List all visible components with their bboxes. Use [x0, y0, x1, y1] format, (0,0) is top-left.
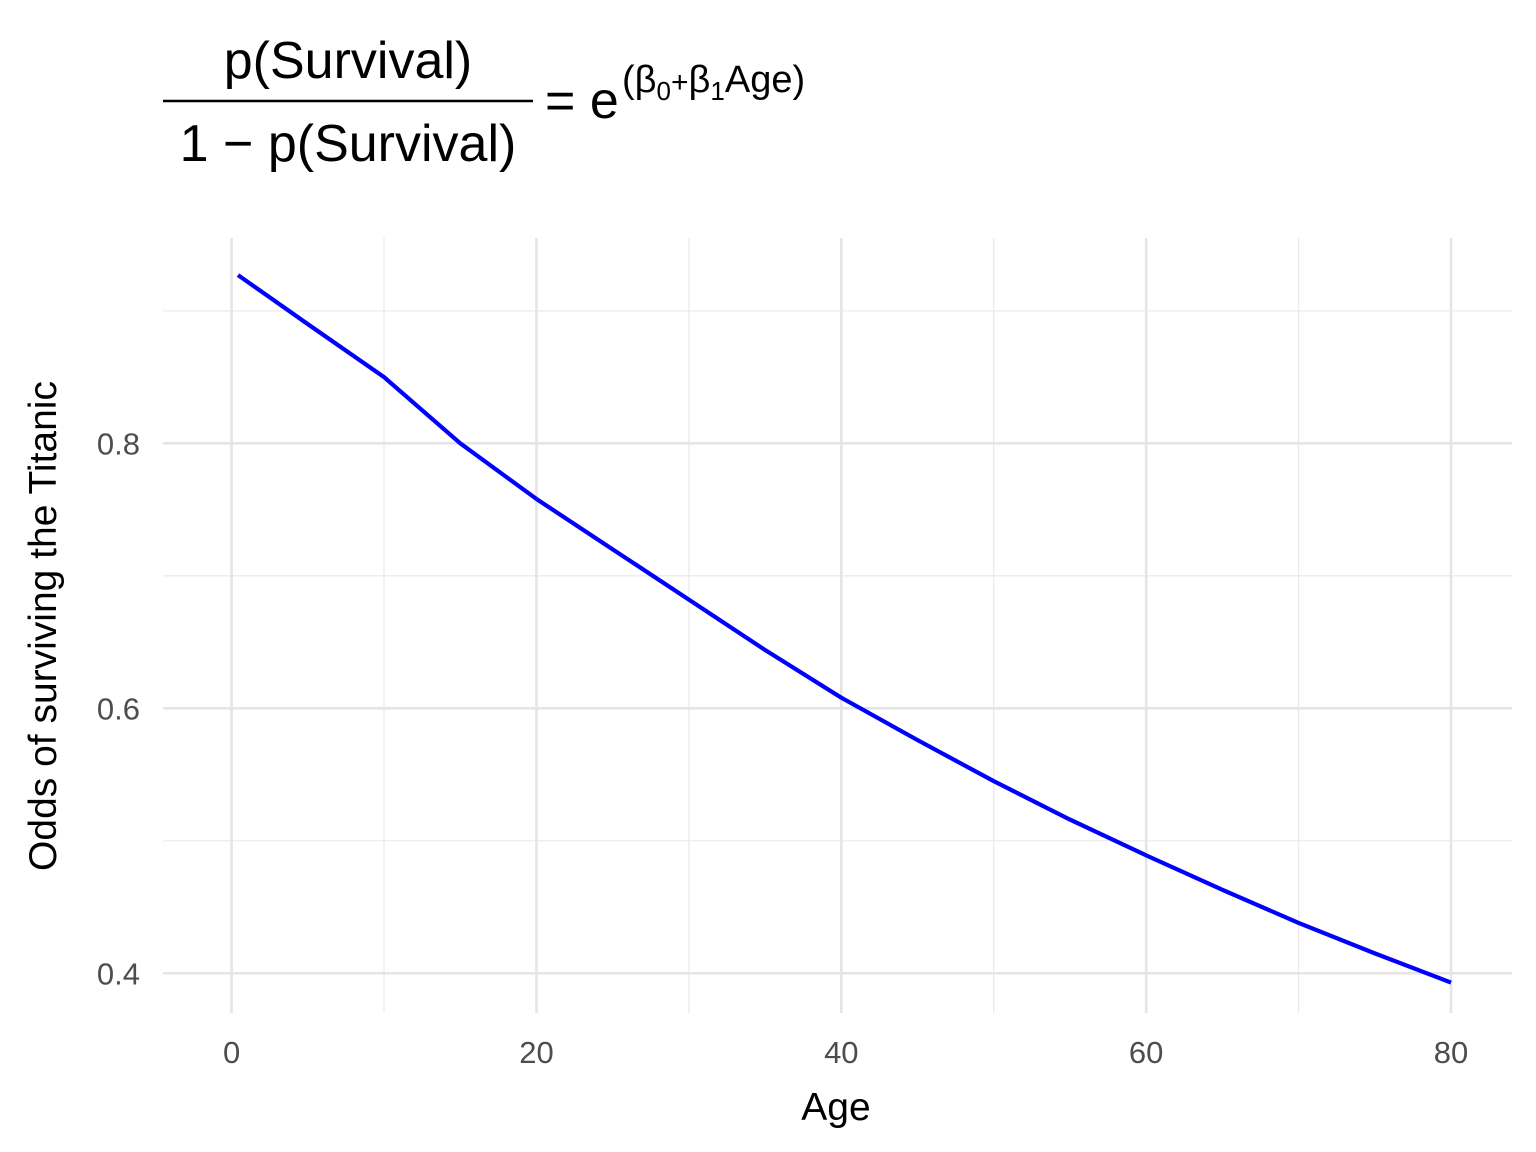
title-denominator-term: p(Survival): [268, 115, 517, 173]
title-denominator-prefix: 1 −: [180, 115, 268, 173]
x-tick-label-1: 20: [519, 1035, 553, 1070]
title-exp-var: Age: [725, 59, 793, 101]
title-equals-e: = e: [545, 72, 619, 130]
title-plus: +: [671, 66, 689, 99]
x-tick-label-2: 40: [824, 1035, 858, 1070]
title-exp-open: (: [622, 59, 635, 101]
x-tick-label-0: 0: [223, 1035, 240, 1070]
y-tick-labels: 0.4 0.6 0.8: [97, 426, 140, 991]
y-tick-label-0: 0.4: [97, 956, 140, 991]
y-axis-title: Odds of surviving the Titanic: [22, 381, 65, 871]
title-beta1: β: [689, 59, 711, 101]
chart-title: p(Survival) 1 − p(Survival) = e (β0+β1Ag…: [163, 32, 805, 173]
y-tick-label-2: 0.8: [97, 426, 140, 461]
major-gridlines: [163, 238, 1512, 1013]
title-beta0-sub: 0: [657, 76, 671, 106]
x-tick-label-3: 60: [1129, 1035, 1163, 1070]
series-layer: [236, 273, 1452, 985]
title-beta0: β: [635, 59, 657, 101]
title-exponent: (β0+β1Age): [622, 59, 805, 106]
title-denominator: 1 − p(Survival): [180, 115, 517, 173]
minor-gridlines: [163, 238, 1512, 1013]
title-numerator: p(Survival): [224, 32, 473, 90]
x-tick-labels: 0 20 40 60 80: [223, 1035, 1468, 1070]
x-tick-label-4: 80: [1434, 1035, 1468, 1070]
y-tick-label-1: 0.6: [97, 691, 140, 726]
x-axis-title: Age: [801, 1086, 870, 1129]
title-exp-close: ): [792, 59, 805, 101]
series-line-0: [236, 273, 1452, 985]
title-beta1-sub: 1: [710, 76, 724, 106]
